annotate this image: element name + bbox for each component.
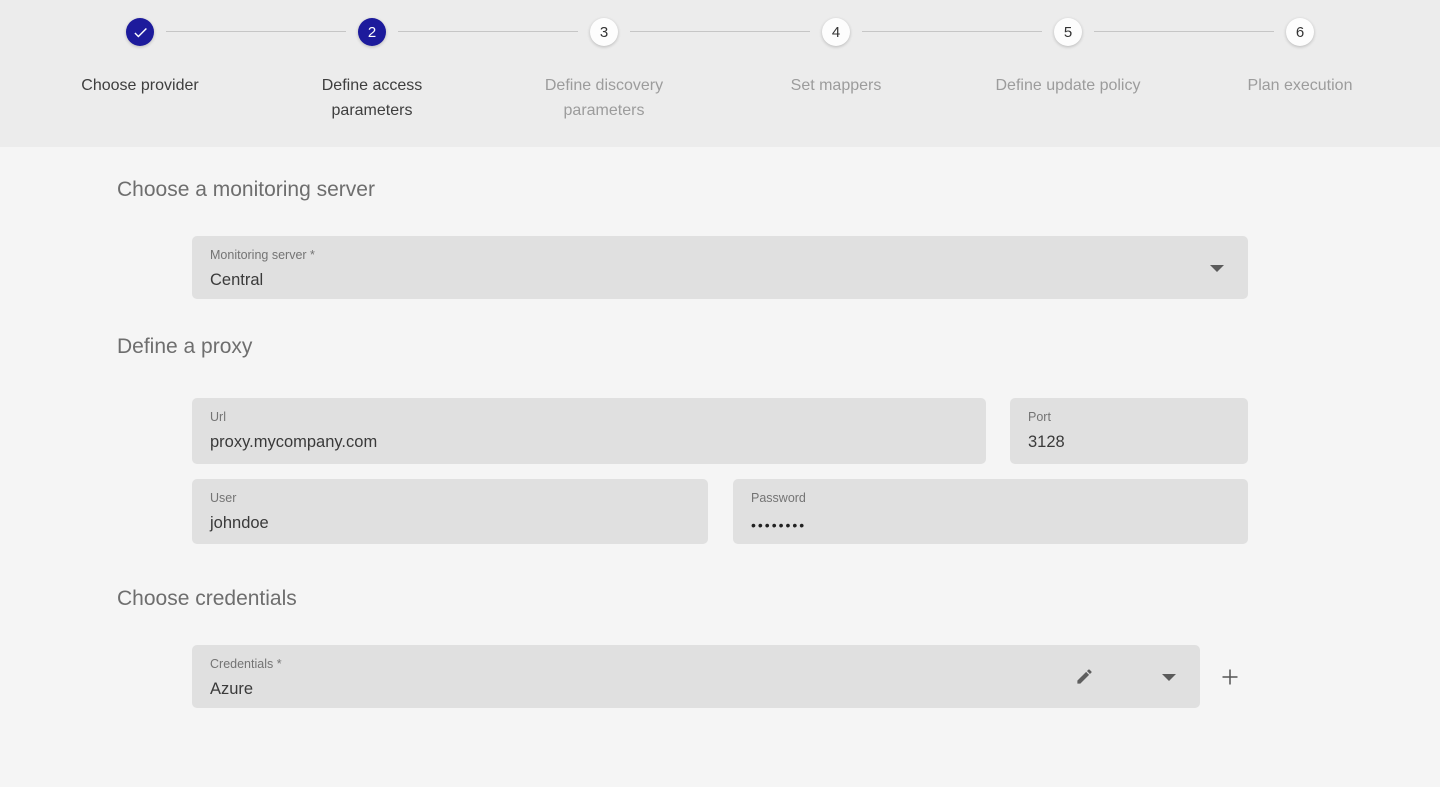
step-3-number: 3 bbox=[599, 23, 609, 41]
credentials-section-heading: Choose credentials bbox=[117, 587, 297, 610]
proxy-password-field[interactable]: Password •••••••• bbox=[733, 479, 1248, 544]
step-4-circle[interactable]: 4 bbox=[822, 18, 850, 46]
add-credentials-button[interactable] bbox=[1212, 659, 1248, 695]
check-icon bbox=[132, 24, 149, 41]
wizard-stepper: 2 3 4 5 6 Choose provider Define access … bbox=[0, 0, 1440, 147]
step-6-label: Plan execution bbox=[1247, 77, 1353, 94]
monitoring-server-select[interactable]: Monitoring server * Central bbox=[192, 236, 1248, 299]
step-connector bbox=[166, 31, 346, 32]
proxy-user-field[interactable]: User johndoe bbox=[192, 479, 708, 544]
proxy-password-value: •••••••• bbox=[751, 517, 807, 533]
step-2-circle[interactable]: 2 bbox=[358, 18, 386, 46]
step-4-number: 4 bbox=[831, 23, 841, 41]
monitoring-server-label: Monitoring server * bbox=[210, 248, 315, 262]
monitoring-server-value: Central bbox=[210, 271, 264, 289]
dropdown-arrow-icon bbox=[1162, 673, 1176, 681]
proxy-user-value: johndoe bbox=[210, 514, 269, 532]
proxy-port-value: 3128 bbox=[1028, 433, 1065, 451]
proxy-row-2: User johndoe Password •••••••• bbox=[192, 479, 1440, 544]
proxy-url-value: proxy.mycompany.com bbox=[210, 433, 378, 451]
step-6-circle[interactable]: 6 bbox=[1286, 18, 1314, 46]
credentials-value: Azure bbox=[210, 680, 254, 698]
proxy-port-field[interactable]: Port 3128 bbox=[1010, 398, 1248, 464]
dropdown-arrow-icon bbox=[1210, 264, 1224, 272]
proxy-user-label: User bbox=[210, 491, 237, 505]
step-5-circle[interactable]: 5 bbox=[1054, 18, 1082, 46]
step-4-label: Set mappers bbox=[790, 77, 882, 94]
step-1-circle[interactable] bbox=[126, 18, 154, 46]
step-connector bbox=[398, 31, 578, 32]
pencil-icon bbox=[1075, 667, 1094, 686]
wizard-step-content: Choose a monitoring server Monitoring se… bbox=[0, 147, 1440, 787]
step-connector bbox=[862, 31, 1042, 32]
step-2-label: Define access parameters bbox=[321, 77, 423, 119]
proxy-url-label: Url bbox=[210, 410, 226, 424]
credentials-label: Credentials * bbox=[210, 657, 282, 671]
proxy-section-heading: Define a proxy bbox=[117, 335, 253, 358]
plus-icon bbox=[1220, 667, 1240, 687]
proxy-port-label: Port bbox=[1028, 410, 1051, 424]
step-connector bbox=[630, 31, 810, 32]
credentials-row: Credentials * Azure bbox=[192, 645, 1440, 708]
monitoring-section-heading: Choose a monitoring server bbox=[117, 178, 375, 201]
step-3-label: Define discovery parameters bbox=[544, 77, 664, 119]
edit-credentials-button[interactable] bbox=[1071, 664, 1097, 690]
proxy-row-1: Url proxy.mycompany.com Port 3128 bbox=[192, 398, 1440, 464]
step-6-number: 6 bbox=[1295, 23, 1305, 41]
credentials-select[interactable]: Credentials * Azure bbox=[192, 645, 1200, 708]
step-5-number: 5 bbox=[1063, 23, 1073, 41]
step-2-number: 2 bbox=[367, 23, 377, 41]
step-5-label: Define update policy bbox=[995, 77, 1141, 94]
step-1-label: Choose provider bbox=[81, 77, 199, 94]
step-connector bbox=[1094, 31, 1274, 32]
proxy-password-label: Password bbox=[751, 491, 806, 505]
step-3-circle[interactable]: 3 bbox=[590, 18, 618, 46]
proxy-url-field[interactable]: Url proxy.mycompany.com bbox=[192, 398, 986, 464]
